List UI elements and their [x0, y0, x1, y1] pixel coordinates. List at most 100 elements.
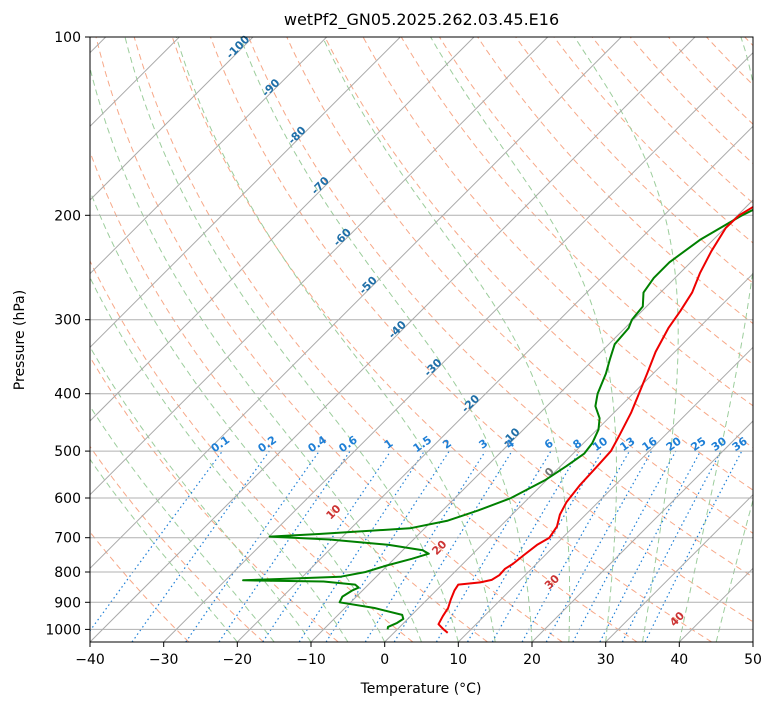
- isotherm-line: [163, 51, 753, 642]
- dry-adiabat-line: [668, 37, 753, 125]
- y-tick-label: 100: [54, 30, 81, 46]
- x-tick-label: 30: [597, 652, 615, 668]
- x-tick-label: −10: [296, 652, 326, 668]
- chart-title: wetPf2_GN05.2025.262.03.45.E16: [283, 10, 560, 29]
- moist-adiabat-line: [90, 458, 238, 642]
- y-tick-label: 500: [54, 444, 81, 460]
- isotherm-line: [384, 272, 753, 642]
- x-axis-label: Temperature (°C): [360, 681, 482, 697]
- mixing-ratio-line: [644, 450, 743, 642]
- isotherm-line: [457, 346, 753, 642]
- x-tick-label: −40: [75, 652, 105, 668]
- mixing-ratio-line: [262, 450, 392, 642]
- y-tick-label: 800: [54, 565, 81, 581]
- mixing-ratio-line: [393, 450, 513, 642]
- dry-adiabat-line: [171, 37, 712, 642]
- isotherm-line: [90, 37, 696, 642]
- y-tick-label: 900: [54, 595, 81, 611]
- x-tick-label: 0: [380, 652, 389, 668]
- y-tick-label: 600: [54, 491, 81, 507]
- dry-adiabat-line: [324, 37, 753, 491]
- y-tick-label: 200: [54, 208, 81, 224]
- dry-adiabats: [90, 37, 753, 642]
- mixing-ratio-line: [521, 450, 631, 642]
- mixing-ratio-line: [572, 450, 677, 642]
- isotherm-label: -20: [459, 392, 482, 415]
- isotherm-label: -40: [386, 318, 409, 341]
- dry-adiabat-line: [90, 259, 414, 642]
- dry-adiabat-label: 40: [667, 609, 687, 629]
- x-tick-label: 50: [744, 652, 762, 668]
- dewpoint-profile: [242, 208, 753, 630]
- x-tick-label: −30: [149, 652, 179, 668]
- isotherms: [90, 37, 753, 642]
- y-tick-label: 400: [54, 387, 81, 403]
- moist-adiabat-line: [90, 345, 312, 642]
- dry-adiabat-line: [553, 37, 753, 244]
- mixing-ratio-line: [90, 450, 223, 632]
- dry-adiabat-line: [95, 37, 563, 642]
- isotherm-line: [90, 37, 475, 422]
- mixing-ratio-line: [364, 450, 486, 642]
- dry-adiabat-line: [248, 37, 753, 578]
- moist-adiabat-line: [90, 65, 422, 642]
- mixing-ratio-label: 1.5: [411, 433, 434, 455]
- moist-adiabat-line: [430, 37, 617, 642]
- isotherm-label: -80: [285, 124, 308, 147]
- isotherm-line: [90, 37, 401, 349]
- mixing-ratio-line: [466, 450, 580, 642]
- isotherm-label: -60: [331, 226, 354, 249]
- temperature-profile: [437, 205, 753, 634]
- mixing-ratio-line: [325, 450, 450, 642]
- moist-adiabat-line: [322, 37, 571, 642]
- mixing-ratio-line: [185, 450, 320, 642]
- isotherm-line: [236, 125, 753, 642]
- sounding-profiles: [242, 205, 753, 634]
- dry-adiabat-line: [90, 445, 264, 642]
- mixing-ratio-label: 0.1: [209, 433, 232, 455]
- mixing-ratio-label: 0.4: [306, 433, 330, 455]
- mixing-ratio-lines: [90, 450, 743, 642]
- mixing-ratio-line: [298, 450, 425, 642]
- moist-adiabat-line: [678, 37, 753, 642]
- isotherm-label: -90: [259, 76, 282, 99]
- dry-adiabat-line: [438, 37, 753, 366]
- moist-adiabat-line: [90, 276, 349, 642]
- dry-adiabat-line: [286, 37, 753, 534]
- mixing-ratio-label: 2: [440, 437, 454, 452]
- moist-adiabat-line: [239, 37, 533, 642]
- x-tick-label: 10: [449, 652, 467, 668]
- isotherm-label: -30: [421, 356, 444, 379]
- isotherm-line: [531, 420, 753, 642]
- y-axis-label: Pressure (hPa): [12, 290, 28, 390]
- moist-adiabat-line: [574, 37, 679, 642]
- isotherm-label: -70: [309, 174, 332, 197]
- moist-adiabats: [90, 37, 753, 642]
- isotherm-line: [90, 37, 622, 570]
- plot-frame: [89, 36, 754, 643]
- isotherm-line: [310, 199, 753, 642]
- mixing-ratio-line: [599, 450, 702, 642]
- isotherm-line: [752, 641, 753, 642]
- moist-adiabat-line: [90, 189, 386, 642]
- dry-adiabat-line: [133, 37, 638, 642]
- dry-adiabat-line: [90, 356, 339, 642]
- isotherm-line: [605, 493, 753, 642]
- y-tick-label: 1000: [45, 622, 81, 638]
- moist-adiabat-line: [90, 405, 275, 642]
- axes: −40 −30 −20 −10 0 10 20 30 40 50 100 200 300 400 500 60…: [45, 30, 762, 668]
- dry-adiabat-line: [210, 37, 753, 623]
- dry-adiabat-line: [515, 37, 753, 284]
- x-tick-label: −20: [223, 652, 253, 668]
- dry-adiabat-line: [90, 531, 190, 642]
- isotherm-line: [90, 37, 254, 201]
- isotherm-line: [678, 567, 753, 642]
- mixing-ratio-line: [218, 450, 351, 642]
- y-tick-label: 700: [54, 531, 81, 547]
- moist-adiabat-line: [175, 37, 496, 642]
- dry-adiabat-line: [706, 37, 753, 86]
- x-tick-label: 40: [670, 652, 688, 668]
- x-tick-label: 20: [523, 652, 541, 668]
- mixing-ratio-label: 0.6: [336, 433, 360, 455]
- dry-adiabat-line: [744, 37, 753, 47]
